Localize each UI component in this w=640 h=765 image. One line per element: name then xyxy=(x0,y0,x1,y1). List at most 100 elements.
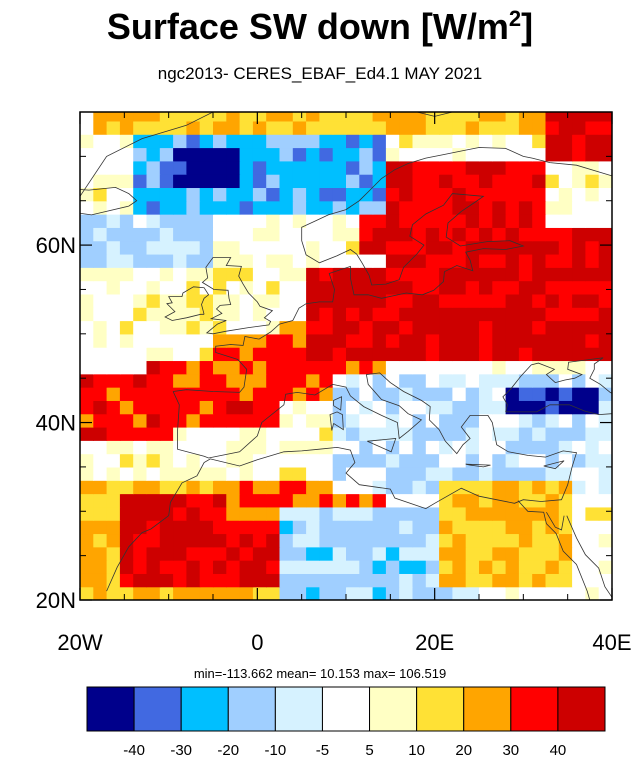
heatmap-cell xyxy=(93,227,108,242)
heatmap-cell xyxy=(80,320,94,335)
heatmap-cell xyxy=(133,112,148,122)
heatmap-cell xyxy=(292,466,307,481)
heatmap-cell xyxy=(518,546,533,561)
heatmap-cell xyxy=(173,426,187,441)
colorbar-label: 40 xyxy=(550,742,567,759)
heatmap-cell xyxy=(213,112,227,122)
heatmap-cell xyxy=(545,267,560,282)
heatmap-cell xyxy=(199,240,214,255)
heatmap-cell xyxy=(159,120,174,135)
title-end: ] xyxy=(521,6,534,47)
heatmap-cell xyxy=(385,293,400,308)
heatmap-cell xyxy=(359,466,374,481)
heatmap-cell xyxy=(159,333,174,348)
heatmap-cell xyxy=(598,307,612,322)
heatmap-cell xyxy=(80,546,94,561)
coastlines xyxy=(80,112,612,600)
heatmap-cell xyxy=(292,440,307,455)
heatmap-cell xyxy=(279,426,294,441)
heatmap-cell xyxy=(319,573,334,588)
heatmap-cell xyxy=(199,120,214,135)
heatmap-cell xyxy=(572,466,586,481)
heatmap-cell xyxy=(439,360,453,375)
heatmap-cell xyxy=(106,560,121,574)
heatmap-cell xyxy=(412,134,427,149)
heatmap-cell xyxy=(572,307,586,322)
heatmap-cell xyxy=(279,214,294,228)
heatmap-cell xyxy=(492,174,507,189)
heatmap-cell xyxy=(492,134,507,149)
heatmap-cell xyxy=(545,453,560,468)
heatmap-cell xyxy=(306,253,320,268)
heatmap-cell xyxy=(173,440,187,455)
heatmap-cell xyxy=(439,267,453,282)
heatmap-cell xyxy=(292,493,307,508)
heatmap-cell xyxy=(465,426,480,441)
heatmap-cell xyxy=(492,453,507,468)
heatmap-cell xyxy=(425,112,440,122)
heatmap-cell xyxy=(558,174,573,189)
heatmap-cell xyxy=(585,120,600,135)
heatmap-cell xyxy=(518,253,533,268)
heatmap-cell xyxy=(292,120,307,135)
heatmap-cell xyxy=(306,480,320,495)
heatmap-cell xyxy=(492,307,507,322)
heatmap-cell xyxy=(119,347,134,362)
heatmap-cell xyxy=(412,147,427,162)
heatmap-cell xyxy=(119,440,134,455)
heatmap-cell xyxy=(93,267,108,282)
heatmap-cell xyxy=(545,333,560,348)
heatmap-cell xyxy=(452,373,467,388)
heatmap-cell xyxy=(558,253,573,268)
heatmap-cell xyxy=(532,546,547,561)
heatmap-cell xyxy=(585,293,600,308)
heatmap-cell xyxy=(545,586,560,600)
heatmap-cell xyxy=(532,560,547,574)
heatmap-cell xyxy=(306,307,320,322)
heatmap-cell xyxy=(239,347,254,362)
heatmap-cell xyxy=(572,480,586,495)
heatmap-cell xyxy=(585,160,600,175)
heatmap-cell xyxy=(452,426,467,441)
heatmap-cell xyxy=(306,333,320,348)
heatmap-cell xyxy=(465,493,480,508)
heatmap-cell xyxy=(532,187,547,202)
heatmap-cell xyxy=(252,112,267,122)
heatmap-cell xyxy=(133,174,148,189)
heatmap-cell xyxy=(585,373,600,388)
heatmap-cell xyxy=(545,280,560,295)
heatmap-cell xyxy=(106,426,121,441)
heatmap-cells xyxy=(80,112,612,600)
heatmap-cell xyxy=(492,187,507,202)
heatmap-cell xyxy=(598,560,612,574)
heatmap-cell xyxy=(385,227,400,242)
heatmap-cell xyxy=(372,387,387,401)
heatmap-cell xyxy=(385,307,400,322)
heatmap-cell xyxy=(159,307,174,322)
heatmap-cell xyxy=(279,160,294,175)
heatmap-cell xyxy=(119,174,134,189)
heatmap-cell xyxy=(385,267,400,282)
colorbar-label: -5 xyxy=(316,742,329,759)
heatmap-cell xyxy=(585,520,600,535)
heatmap-cell xyxy=(465,227,480,242)
heatmap-cell xyxy=(93,200,108,215)
heatmap-cell xyxy=(266,227,281,242)
heatmap-cell xyxy=(146,360,161,375)
heatmap-cell xyxy=(545,360,560,375)
heatmap-cell xyxy=(412,200,427,215)
heatmap-cell xyxy=(332,267,347,282)
heatmap-cell xyxy=(399,413,414,428)
heatmap-cell xyxy=(425,267,440,282)
heatmap-cell xyxy=(479,347,493,362)
heatmap-cell xyxy=(292,560,307,574)
heatmap-cell xyxy=(319,227,334,242)
heatmap-cell xyxy=(279,147,294,162)
heatmap-cell xyxy=(359,320,374,335)
heatmap-cell xyxy=(399,112,414,122)
heatmap-cell xyxy=(292,347,307,362)
heatmap-cell xyxy=(385,533,400,548)
heatmap-cell xyxy=(572,506,586,521)
heatmap-cell xyxy=(532,160,547,175)
heatmap-cell xyxy=(346,280,360,295)
